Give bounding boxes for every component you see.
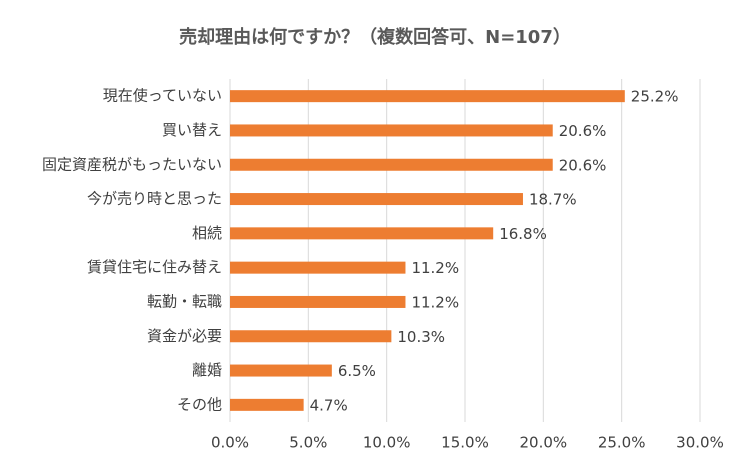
x-tick-label: 30.0% <box>676 434 724 452</box>
value-label: 16.8% <box>499 225 547 243</box>
x-tick-label: 5.0% <box>289 434 327 452</box>
y-tick-label: 現在使っていない <box>103 87 222 105</box>
y-tick-label: 固定資産税がもったいない <box>42 155 222 173</box>
y-tick-label: 転勤・転職 <box>147 292 222 310</box>
bar <box>230 124 553 137</box>
bar <box>230 158 553 171</box>
value-label: 11.2% <box>411 293 459 311</box>
y-tick-label: 資金が必要 <box>147 327 222 345</box>
bar <box>230 227 494 240</box>
value-label: 10.3% <box>397 328 445 346</box>
value-label: 4.7% <box>310 396 348 414</box>
value-label: 11.2% <box>411 259 459 277</box>
value-label: 20.6% <box>559 122 607 140</box>
x-tick-label: 20.0% <box>520 434 568 452</box>
y-tick-label: 離婚 <box>192 361 222 379</box>
y-tick-label: 賃貸住宅に住み替え <box>87 258 222 276</box>
x-tick-label: 10.0% <box>363 434 411 452</box>
value-label: 18.7% <box>529 191 577 209</box>
value-label: 6.5% <box>338 362 376 380</box>
x-tick-label: 25.0% <box>598 434 646 452</box>
bar <box>230 261 406 274</box>
bar <box>230 295 406 308</box>
bar <box>230 90 625 103</box>
y-tick-label: その他 <box>177 395 222 413</box>
chart-title: 売却理由は何ですか？（複数回答可、N=107） <box>179 26 571 48</box>
value-label: 25.2% <box>631 88 679 106</box>
bar <box>230 398 304 411</box>
y-tick-label: 買い替え <box>162 121 222 139</box>
bar <box>230 193 523 206</box>
x-tick-label: 0.0% <box>211 434 249 452</box>
y-tick-label: 今が売り時と思った <box>87 190 222 208</box>
value-label: 20.6% <box>559 156 607 174</box>
bar <box>230 330 392 343</box>
x-tick-label: 15.0% <box>441 434 489 452</box>
bar <box>230 364 332 377</box>
y-tick-label: 相続 <box>192 224 222 242</box>
